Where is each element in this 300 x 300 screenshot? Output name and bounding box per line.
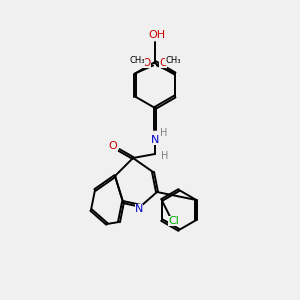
Text: OH: OH xyxy=(148,30,166,40)
Text: O: O xyxy=(159,58,167,68)
Text: H: H xyxy=(161,151,169,161)
Text: N: N xyxy=(151,135,159,145)
Text: Cl: Cl xyxy=(168,216,179,226)
Text: CH₃: CH₃ xyxy=(129,56,145,65)
Text: O: O xyxy=(109,141,117,151)
Text: CH₃: CH₃ xyxy=(165,56,181,65)
Text: N: N xyxy=(135,204,143,214)
Text: O: O xyxy=(143,58,151,68)
Text: H: H xyxy=(160,128,168,138)
